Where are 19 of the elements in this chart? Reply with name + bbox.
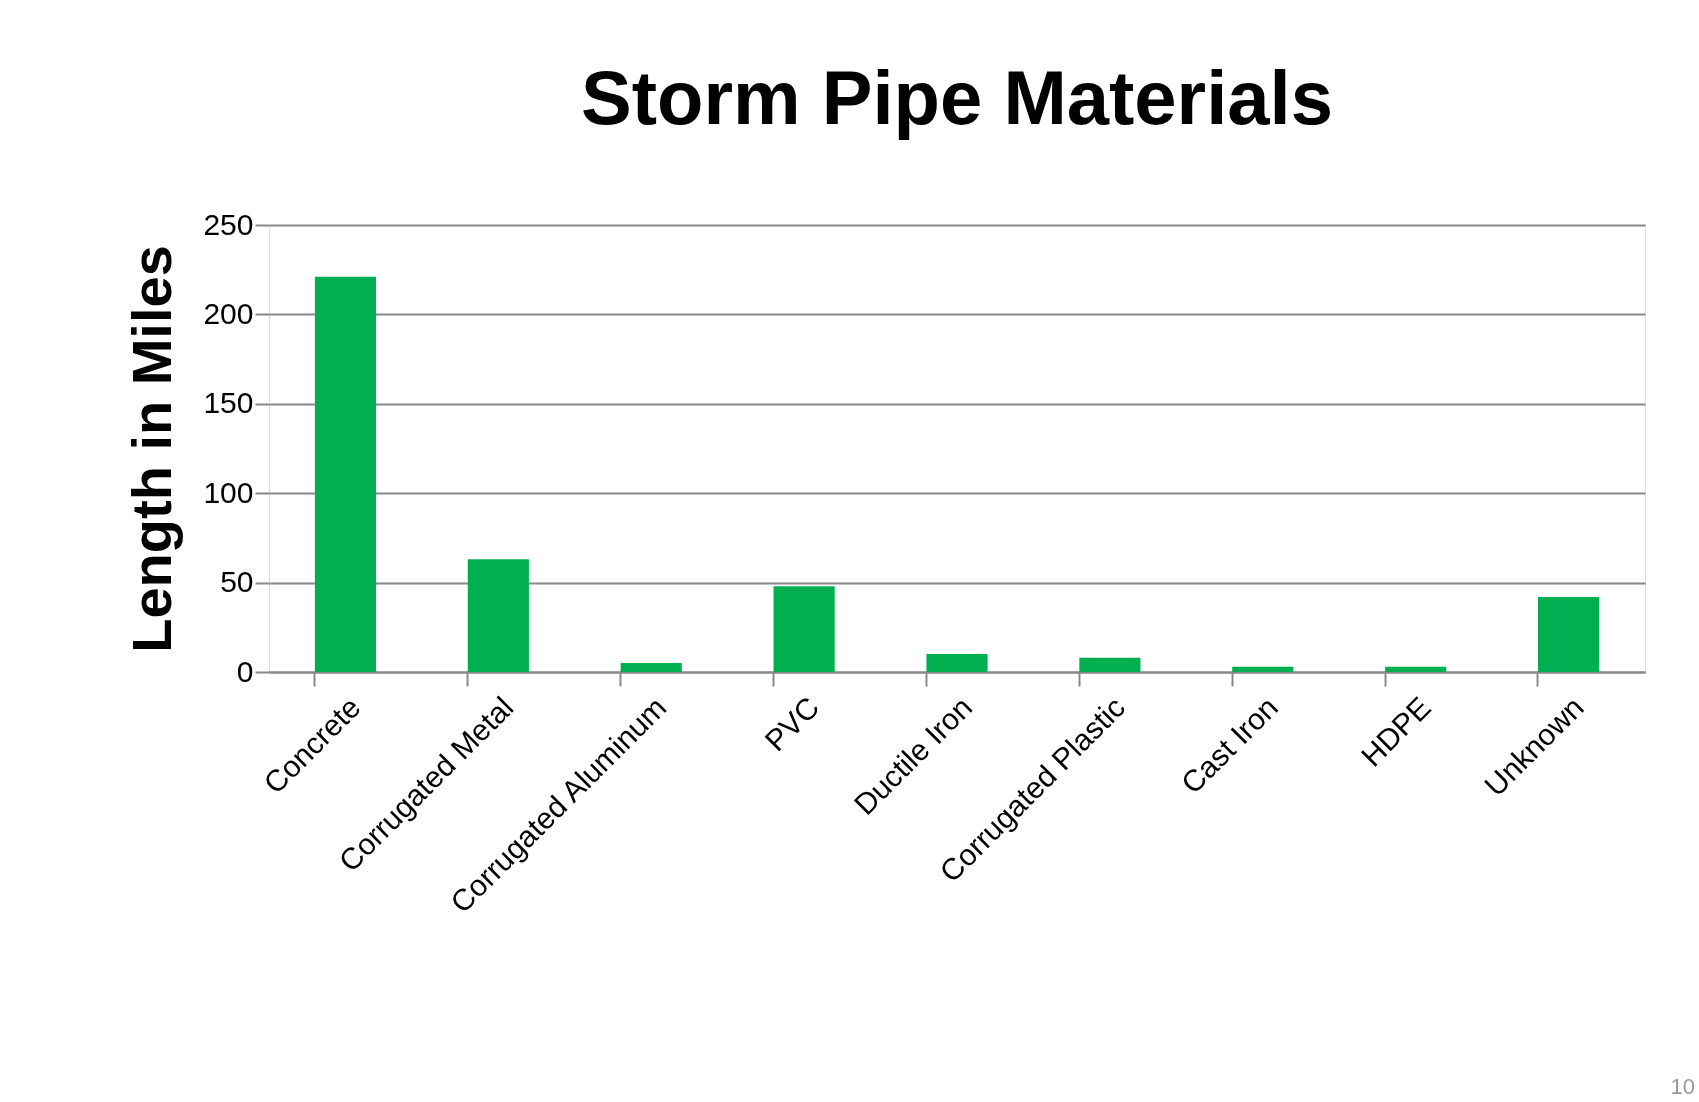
y-axis-title: Length in Miles xyxy=(120,245,184,653)
chart-title: Storm Pipe Materials xyxy=(581,55,1333,140)
bar xyxy=(620,663,682,672)
bar xyxy=(1232,666,1294,672)
bar xyxy=(1079,657,1141,672)
bar xyxy=(1537,596,1600,672)
y-tick-label: 100 xyxy=(203,475,254,509)
text: 10 xyxy=(1670,1074,1695,1099)
x-tick-label: Cast Iron xyxy=(1174,690,1284,800)
bar xyxy=(467,559,529,672)
bar xyxy=(773,586,835,672)
y-tick-label: 150 xyxy=(203,386,254,420)
y-tick-label: 50 xyxy=(220,565,254,599)
bar xyxy=(314,276,377,672)
y-tick-label: 250 xyxy=(203,207,254,241)
bar xyxy=(1385,666,1447,672)
y-tick-label: 0 xyxy=(236,654,254,688)
bar xyxy=(926,654,988,672)
y-tick-label: 200 xyxy=(203,296,254,330)
